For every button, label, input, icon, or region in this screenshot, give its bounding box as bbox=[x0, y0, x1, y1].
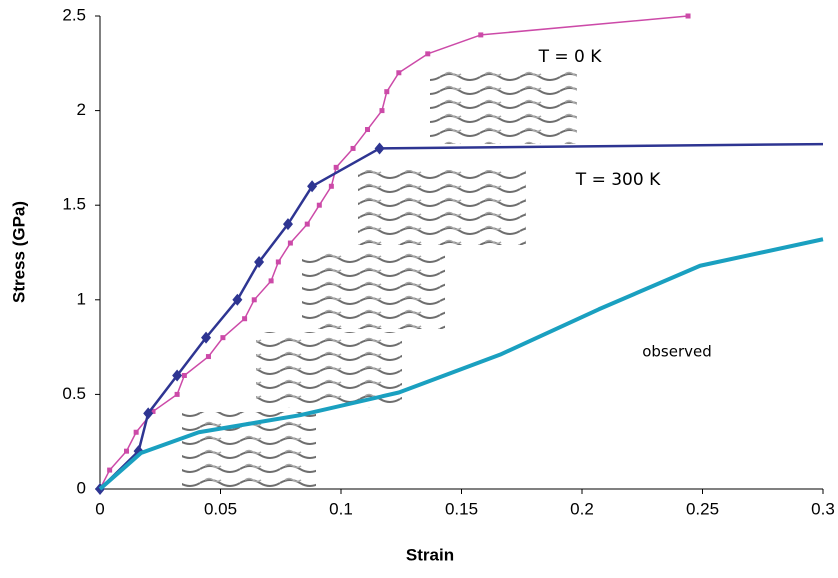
point bbox=[251, 297, 257, 303]
point bbox=[282, 218, 293, 231]
structure-images bbox=[182, 68, 577, 487]
point bbox=[220, 335, 226, 341]
x-tick-label: 0.2 bbox=[570, 499, 594, 518]
point bbox=[133, 429, 139, 435]
point bbox=[384, 89, 390, 95]
structure-image bbox=[358, 170, 526, 245]
x-tick-label: 0 bbox=[95, 499, 104, 518]
point bbox=[328, 183, 334, 189]
point bbox=[254, 255, 265, 268]
annotation: T = 0 K bbox=[538, 47, 603, 67]
point bbox=[275, 259, 281, 265]
point bbox=[143, 407, 154, 420]
point bbox=[316, 202, 322, 208]
structure-image bbox=[430, 68, 577, 144]
series-line bbox=[99, 147, 381, 490]
series-line bbox=[99, 15, 689, 490]
point bbox=[333, 164, 339, 170]
point bbox=[107, 467, 113, 473]
point bbox=[350, 145, 356, 151]
point bbox=[205, 354, 211, 360]
point bbox=[396, 70, 402, 76]
point bbox=[425, 51, 431, 57]
point bbox=[201, 331, 212, 344]
y-tick-label: 2 bbox=[77, 100, 86, 119]
point bbox=[268, 278, 274, 284]
point bbox=[307, 180, 318, 193]
y-tick-label: 1 bbox=[77, 289, 86, 308]
point bbox=[124, 448, 130, 454]
point bbox=[478, 32, 484, 38]
y-tick-label: 0 bbox=[77, 478, 86, 497]
point bbox=[379, 108, 385, 114]
series-line bbox=[98, 237, 824, 491]
series-line bbox=[379, 142, 824, 150]
y-axis-title: Stress (GPa) bbox=[9, 201, 28, 303]
structure-image bbox=[302, 253, 445, 329]
y-tick-label: 2.5 bbox=[62, 5, 86, 24]
x-axis-title: Strain bbox=[406, 545, 454, 564]
y-tick-label: 0.5 bbox=[62, 384, 86, 403]
point bbox=[685, 13, 691, 19]
point bbox=[242, 316, 248, 322]
point bbox=[181, 372, 187, 378]
point bbox=[174, 391, 180, 397]
x-tick-label: 0.05 bbox=[204, 499, 237, 518]
annotation: T = 300 K bbox=[575, 170, 661, 190]
point bbox=[304, 221, 310, 227]
point bbox=[150, 408, 156, 414]
point bbox=[365, 127, 371, 133]
annotation: observed bbox=[642, 343, 712, 361]
point bbox=[287, 240, 293, 246]
x-tick-label: 0.1 bbox=[329, 499, 353, 518]
point bbox=[232, 293, 243, 306]
x-tick-label: 0.15 bbox=[445, 499, 478, 518]
point bbox=[172, 369, 183, 382]
y-tick-label: 1.5 bbox=[62, 195, 86, 214]
x-tick-label: 0.3 bbox=[811, 499, 835, 518]
x-tick-label: 0.25 bbox=[686, 499, 719, 518]
